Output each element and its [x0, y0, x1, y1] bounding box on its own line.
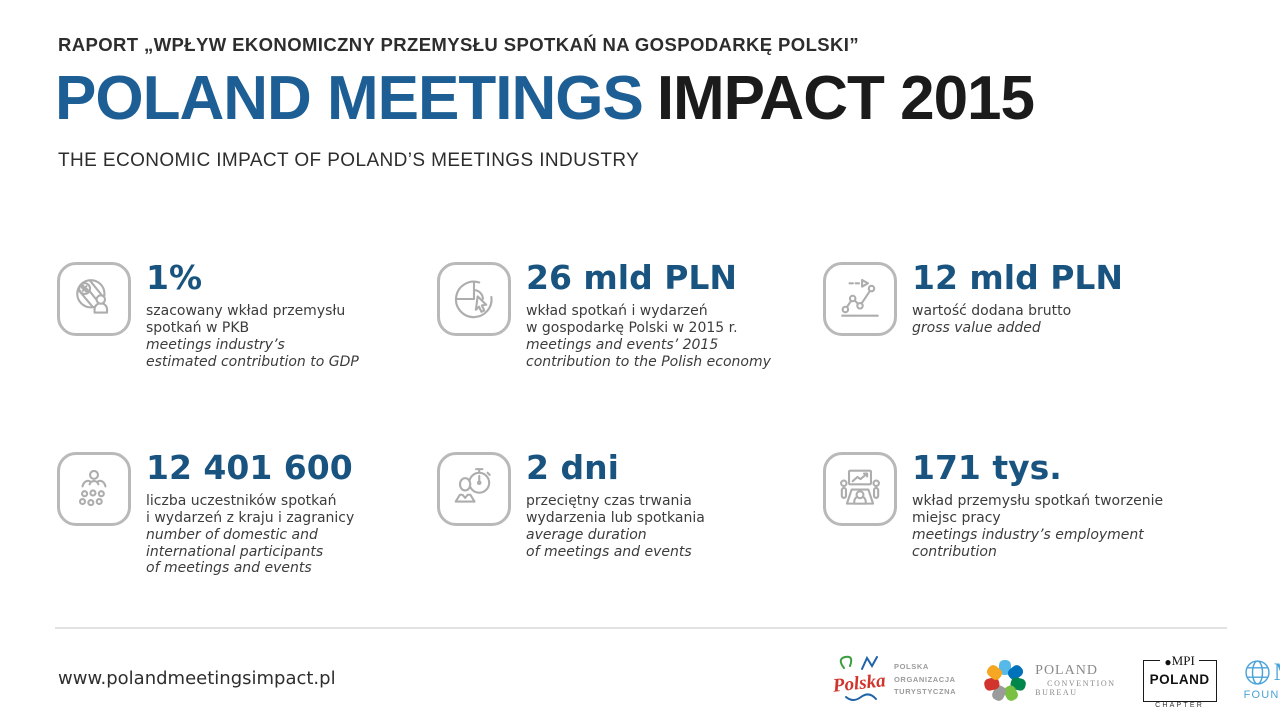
stat-label-en: number of domestic and international par… — [146, 526, 324, 577]
footer-divider — [55, 627, 1227, 629]
stat-value: 26 mld PLN — [526, 258, 738, 297]
stat-value: 12 mld PLN — [912, 258, 1124, 297]
report-kicker: RAPORT „WPŁYW EKONOMICZNY PRZEMYSŁU SPOT… — [58, 34, 859, 55]
svg-text:Polska: Polska — [832, 670, 886, 697]
mpi-globe-icon: ● — [1164, 655, 1172, 669]
stat-label-pl: wkład spotkań i wydarzeń w gospodarkę Po… — [526, 303, 738, 337]
poland-convention-bureau-logo: POLAND CONVENTION BUREAU — [983, 656, 1115, 704]
stat-economy-contribution: 26 mld PLN wkład spotkań i wydarzeń w go… — [437, 258, 823, 452]
page-title-secondary: IMPACT 2015 — [656, 64, 1035, 133]
website-url: www.polandmeetingsimpact.pl — [58, 668, 336, 689]
pcb-pinwheel-icon — [984, 660, 1026, 701]
stat-employment: 171 tys. wkład przemysłu spotkań tworzen… — [823, 448, 1223, 642]
stat-value: 2 dni — [526, 448, 619, 487]
stat-label-en: meetings industry’s estimated contributi… — [146, 336, 359, 370]
stat-label-en: meetings industry’s employment contribut… — [912, 526, 1144, 560]
stat-label-en: average duration of meetings and events — [526, 526, 692, 560]
stat-label-pl: wartość dodana brutto — [912, 303, 1072, 320]
stat-label-pl: przeciętny czas trwania wydarzenia lub s… — [526, 493, 705, 527]
participants-network-icon — [57, 452, 131, 526]
page-title: POLAND MEETINGS IMPACT 2015 — [55, 64, 1035, 133]
stat-label-pl: liczba uczestników spotkań i wydarzeń z … — [146, 493, 355, 527]
stat-label-pl: szacowany wkład przemysłu spotkań w PKB — [146, 303, 346, 337]
stats-grid: 1% szacowany wkład przemysłu spotkań w P… — [57, 258, 1223, 642]
stat-gross-value-added: 12 mld PLN wartość dodana brutto gross v… — [823, 258, 1223, 452]
stat-gdp-contribution: 1% szacowany wkład przemysłu spotkań w P… — [57, 258, 437, 452]
mpi-poland-chapter-logo: ●MPI POLAND CHAPTER — [1142, 653, 1217, 709]
polska-logo-text: POLSKA ORGANIZACJA TURYSTYCZNA — [894, 661, 957, 697]
globe-percent-person-icon — [57, 262, 131, 336]
mpi-chapter-brandrow: ●MPI — [1160, 653, 1199, 669]
mpi-foundation-logo: MPI FOUNDATION — [1244, 659, 1280, 701]
growth-line-chart-icon — [823, 262, 897, 336]
stat-label-en: meetings and events’ 2015 contribution t… — [526, 336, 771, 370]
polska-tourist-organisation-logo: Polska POLSKA ORGANIZACJA TURYSTYCZNA — [832, 655, 956, 705]
stat-participants: 12 401 600 liczba uczestników spotkań i … — [57, 448, 437, 642]
page-title-primary: POLAND MEETINGS — [55, 64, 644, 133]
pie-chart-cursor-icon — [437, 262, 511, 336]
mpi-foundation-globe-icon — [1244, 660, 1270, 685]
stat-label-pl: wkład przemysłu spotkań tworzenie miejsc… — [912, 493, 1164, 527]
page-subtitle: THE ECONOMIC IMPACT OF POLAND’S MEETINGS… — [58, 150, 640, 171]
stat-label-en: gross value added — [912, 320, 1041, 337]
partner-logos: Polska POLSKA ORGANIZACJA TURYSTYCZNA — [832, 650, 1280, 710]
stat-value: 171 tys. — [912, 448, 1062, 487]
person-stopwatch-icon — [437, 452, 511, 526]
polska-logo-mark: Polska — [832, 655, 886, 701]
stat-value: 1% — [146, 258, 203, 297]
stat-value: 12 401 600 — [146, 448, 353, 487]
stat-average-duration: 2 dni przeciętny czas trwania wydarzenia… — [437, 448, 823, 642]
pcb-logo-text: POLAND CONVENTION BUREAU — [1035, 663, 1116, 697]
meeting-presentation-icon — [823, 452, 897, 526]
